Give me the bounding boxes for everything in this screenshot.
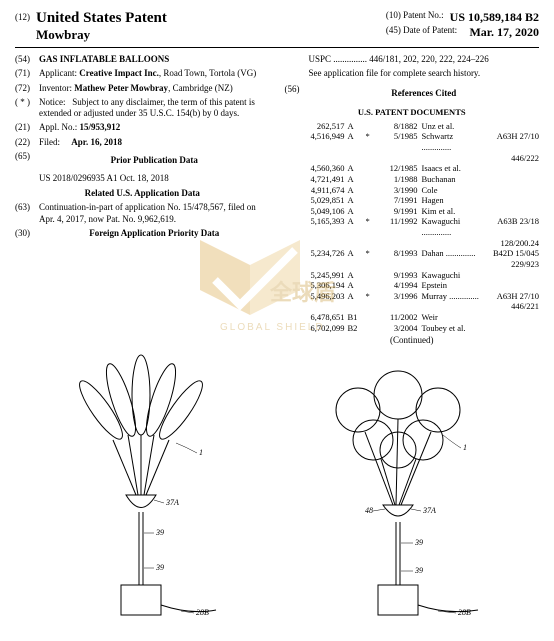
label-39-r: 39 [414, 538, 423, 547]
applicant-label: Applicant: [39, 68, 77, 78]
label-28B-r: 28B [458, 608, 471, 617]
date-val: Mar. 17, 2020 [469, 25, 539, 40]
inventor-name: Mathew Peter Mowbray [74, 83, 168, 93]
ref-row: 5,234,726A*8/1993Dahan ..............B42… [285, 248, 540, 259]
inventor-code: (72) [15, 83, 39, 94]
filed-val: Apr. 16, 2018 [71, 137, 122, 147]
cont-val: Continuation-in-part of application No. … [39, 202, 270, 225]
uspc-val: 446/181, 202, 220, 222, 224–226 [369, 54, 489, 64]
appl-val: 15/953,912 [80, 122, 121, 132]
country-title: United States Patent [36, 10, 167, 27]
patent-header: (12) United States Patent Mowbray (10) P… [15, 10, 539, 48]
appl-code: (21) [15, 122, 39, 133]
ref-row: 6,702,099B23/2004Toubey et al. [285, 323, 540, 334]
inventor-label-text: Inventor: [39, 83, 72, 93]
foreign-code: (30) [15, 228, 39, 239]
ref-row: 5,245,991A9/1993Kawaguchi [285, 270, 540, 281]
notice-code: ( * ) [15, 97, 39, 120]
figure-right: 1 48 37A 39 39 28B [303, 355, 503, 625]
appl-label: Appl. No.: [39, 122, 77, 132]
ref-row-cls2: 446/221 [285, 301, 540, 312]
ref-row: 4,560,360A12/1985Isaacs et al. [285, 163, 540, 174]
foreign-title: Foreign Application Priority Data [39, 228, 270, 239]
spacer [285, 54, 309, 65]
ref-row: 5,049,106A9/1991Kim et al. [285, 206, 540, 217]
applicant-code: (71) [15, 68, 39, 79]
label-37A-r: 37A [422, 506, 436, 515]
prior-val: US 2018/0296935 A1 Oct. 18, 2018 [39, 173, 270, 184]
filed-label: Filed: [39, 137, 60, 147]
label-28B: 28B [196, 608, 209, 617]
label-48: 48 [365, 506, 373, 515]
header-code: (12) [15, 10, 30, 43]
uspc-note: See application file for complete search… [309, 68, 540, 79]
docs-title: U.S. PATENT DOCUMENTS [285, 107, 540, 117]
prior-title: Prior Publication Data [39, 155, 270, 166]
filed-code: (22) [15, 137, 39, 148]
ref-row: 5,496,203A*3/1996Murray ..............A6… [285, 291, 540, 302]
patent-no-label: (10) Patent No.: [386, 10, 444, 25]
ref-row: 4,516,949A*5/1985Schwartz ..............… [285, 131, 540, 152]
header-left: (12) United States Patent Mowbray [15, 10, 167, 43]
label-39b: 39 [155, 563, 164, 572]
spacer [15, 173, 39, 184]
notice-val: Subject to any disclaimer, the term of t… [39, 97, 255, 118]
ref-row: 4,721,491A1/1988Buchanan [285, 174, 540, 185]
applicant-name: Creative Impact Inc. [79, 68, 159, 78]
patent-no: US 10,589,184 B2 [450, 10, 539, 25]
refs-code: (56) [285, 84, 309, 103]
title-code: (54) [15, 54, 39, 65]
spacer [285, 68, 309, 79]
ref-row: 5,306,194A4/1994Epstein [285, 280, 540, 291]
refs-title: References Cited [309, 88, 540, 99]
svg-text:1: 1 [199, 448, 203, 457]
label-39: 39 [155, 528, 164, 537]
figures-row: 1 37A 39 39 28B [15, 355, 539, 625]
body-columns: (54) GAS INFLATABLE BALLOONS (71) Applic… [15, 54, 539, 345]
left-column: (54) GAS INFLATABLE BALLOONS (71) Applic… [15, 54, 270, 345]
label-39b-r: 39 [414, 566, 423, 575]
invention-title: GAS INFLATABLE BALLOONS [39, 54, 270, 65]
svg-text:1: 1 [463, 443, 467, 452]
header-right: (10) Patent No.: US 10,589,184 B2 (45) D… [386, 10, 539, 43]
continued-label: (Continued) [285, 335, 540, 345]
figure-left: 1 37A 39 39 28B [51, 355, 231, 625]
ref-row: 6,478,651B111/2002Weir [285, 312, 540, 323]
ref-row: 5,165,393A*11/1992Kawaguchi ............… [285, 216, 540, 237]
notice-label: Notice: [39, 97, 66, 107]
references-table: 262,517A8/1882Unz et al.4,516,949A*5/198… [285, 121, 540, 334]
inventor-line: Mowbray [36, 27, 167, 43]
uspc-label: USPC [309, 54, 332, 64]
ref-row-cls2: 128/200.24 [285, 238, 540, 249]
ref-row-cls2: 446/222 [285, 153, 540, 164]
ref-row: 4,911,674A3/1990Cole [285, 185, 540, 196]
right-column: USPC ............... 446/181, 202, 220, … [285, 54, 540, 345]
prior-code: (65) [15, 151, 39, 170]
date-label: (45) Date of Patent: [386, 25, 457, 40]
related-title: Related U.S. Application Data [15, 188, 270, 198]
ref-row: 262,517A8/1882Unz et al. [285, 121, 540, 132]
cont-code: (63) [15, 202, 39, 225]
label-37A: 37A [165, 498, 179, 507]
ref-row: 5,029,851A7/1991Hagen [285, 195, 540, 206]
ref-row-cls2: 229/923 [285, 259, 540, 270]
